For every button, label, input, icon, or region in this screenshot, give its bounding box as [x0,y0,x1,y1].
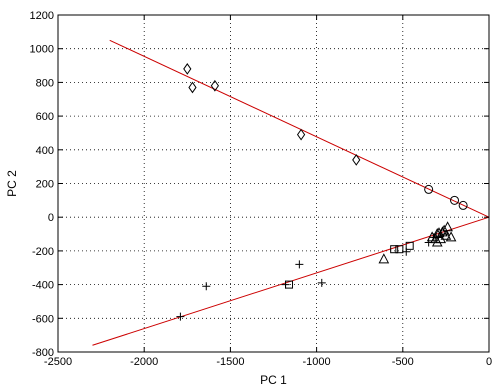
x-tick-label: -500 [392,356,414,368]
x-tick-label: -1000 [303,356,331,368]
y-axis-label: PC 2 [5,170,19,197]
y-tick-label: 600 [36,111,54,123]
data-point-diamond [183,63,192,75]
data-point-diamond [210,79,219,92]
y-tick-label: 200 [36,179,54,191]
data-point-square [285,280,294,289]
data-point-triangle [435,233,447,244]
data-point-plus [202,282,211,291]
data-point-triangle [442,221,453,232]
data-point-circle [450,195,460,205]
data-point-plus [295,260,304,269]
data-point-diamond [352,154,361,166]
y-tick-label: 0 [48,212,54,224]
grid-lines [58,15,489,352]
y-tick-label: -200 [32,246,54,258]
x-tick-label: -2500 [44,356,72,368]
data-point-square [395,245,404,254]
y-tick-label: 1200 [30,10,54,22]
data-point-diamond [296,128,306,141]
data-point-plus [176,312,185,321]
data-point-triangle [445,231,457,242]
tick-labels: -2500 -2000 -1500 -1000 -500 0-800-600-400-20… [30,10,493,368]
x-tick-label: -2000 [130,356,158,368]
data-point-square [390,245,399,254]
y-tick-label: 1000 [30,44,54,56]
data-point-triangle [431,236,443,247]
data-points [176,63,468,321]
y-tick-label: -600 [32,313,54,325]
x-tick-label: -1500 [216,356,244,368]
data-point-square [405,241,414,250]
fit-line [109,39,490,218]
data-point-triangle [437,226,448,237]
x-tick-label: 0 [486,356,492,368]
data-point-circle [458,200,468,210]
data-point-circle [424,184,434,194]
data-point-plus [317,278,326,287]
y-tick-label: -800 [32,347,54,359]
data-point-triangle [378,253,390,264]
data-point-triangle [440,229,452,240]
y-tick-label: 800 [36,77,54,89]
y-tick-label: 400 [36,145,54,157]
data-point-diamond [188,81,197,94]
y-tick-label: -400 [32,280,54,292]
x-axis-label: PC 1 [260,373,287,387]
tick-marks [57,14,490,353]
